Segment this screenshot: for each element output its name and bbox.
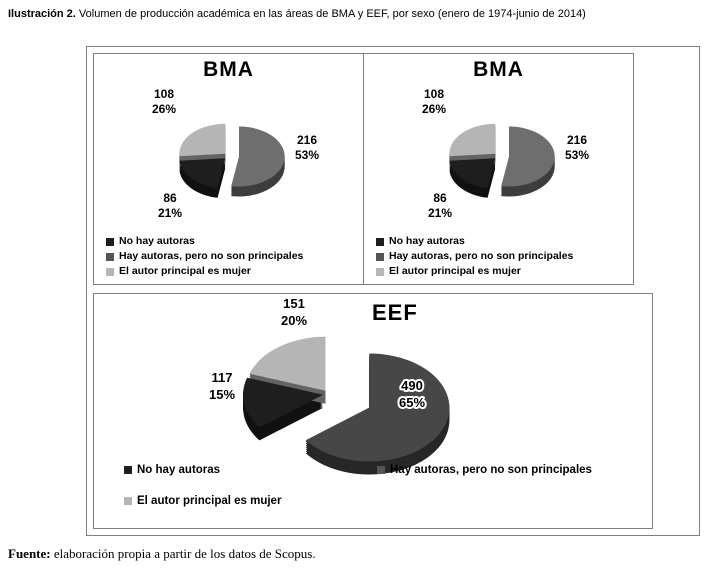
legend-label: El autor principal es mujer xyxy=(137,495,282,507)
legend-item: Hay autoras, pero no son principales xyxy=(377,464,592,476)
legend-label: El autor principal es mujer xyxy=(119,265,251,277)
svg-text:15%: 15% xyxy=(209,387,235,402)
svg-text:53%: 53% xyxy=(565,148,589,162)
svg-text:216: 216 xyxy=(567,133,587,147)
figure-caption-label: Ilustración 2. xyxy=(8,8,76,20)
legend-item: No hay autoras xyxy=(124,464,220,476)
chart-legend: No hay autoras Hay autoras, pero no son … xyxy=(376,234,633,279)
legend-item: Hay autoras, pero no son principales xyxy=(376,249,633,264)
legend-label: Hay autoras, pero no son principales xyxy=(390,464,592,476)
chart-title-eef: EEF xyxy=(372,300,418,325)
svg-text:26%: 26% xyxy=(422,102,446,116)
chart-panel-eef: 490 65% 117 15% 151 20% EEF No hay autoras Ha… xyxy=(93,293,653,529)
svg-text:108: 108 xyxy=(154,87,174,101)
legend-item: Hay autoras, pero no son principales xyxy=(106,249,363,264)
legend-label: No hay autoras xyxy=(119,235,195,247)
pie-chart-bma-left: 216 53% 86 21% 108 26% xyxy=(94,82,363,232)
legend-swatch-dark xyxy=(106,237,114,246)
svg-text:20%: 20% xyxy=(281,313,307,328)
pie-chart-eef: 490 65% 117 15% 151 20% xyxy=(94,294,652,528)
chart-legend: No hay autoras Hay autoras, pero no son … xyxy=(106,234,363,279)
svg-text:53%: 53% xyxy=(295,148,319,162)
top-row: BMA 216 53% 86 21% 108 26% No hay autoras Hay… xyxy=(93,53,693,285)
chart-title-bma-left: BMA xyxy=(203,58,254,81)
svg-text:86: 86 xyxy=(163,191,177,205)
svg-text:151: 151 xyxy=(283,296,305,311)
svg-text:21%: 21% xyxy=(428,206,452,220)
svg-text:490: 490 xyxy=(401,378,423,393)
legend-item: No hay autoras xyxy=(106,234,363,249)
figure-caption: Ilustración 2. Volumen de producción aca… xyxy=(8,8,725,20)
svg-text:117: 117 xyxy=(212,370,233,385)
svg-text:108: 108 xyxy=(424,87,444,101)
svg-text:26%: 26% xyxy=(152,102,176,116)
pie-chart-bma-right: 216 53% 86 21% 108 26% xyxy=(364,82,633,232)
legend-item: No hay autoras xyxy=(376,234,633,249)
legend-label: No hay autoras xyxy=(137,464,221,476)
legend-label: El autor principal es mujer xyxy=(389,265,521,277)
source-label: Fuente: xyxy=(8,546,51,561)
legend-swatch-medium xyxy=(376,252,384,261)
chart-panel-bma-left: BMA 216 53% 86 21% 108 26% No hay autoras Hay… xyxy=(93,53,364,285)
svg-text:216: 216 xyxy=(297,133,317,147)
legend-item: El autor principal es mujer xyxy=(124,495,281,507)
svg-text:21%: 21% xyxy=(158,206,182,220)
svg-text:86: 86 xyxy=(433,191,447,205)
legend-swatch-light xyxy=(124,497,132,505)
legend-swatch-light xyxy=(106,267,114,276)
legend-label: Hay autoras, pero no son principales xyxy=(389,250,574,262)
legend-swatch-dark xyxy=(376,237,384,246)
legend-swatch-medium xyxy=(106,252,114,261)
legend-label: No hay autoras xyxy=(389,235,465,247)
figure-caption-text: Volumen de producción académica en las á… xyxy=(78,8,586,20)
figure-frame: BMA 216 53% 86 21% 108 26% No hay autoras Hay… xyxy=(86,46,700,536)
legend-swatch-light xyxy=(376,267,384,276)
chart-panel-bma-right: BMA 216 53% 86 21% 108 26% No hay autoras Hay… xyxy=(363,53,634,285)
source-note: Fuente: elaboración propia a partir de l… xyxy=(8,546,725,562)
chart-title-bma-right: BMA xyxy=(473,58,524,81)
legend-item: El autor principal es mujer xyxy=(106,264,363,279)
legend-item: El autor principal es mujer xyxy=(376,264,633,279)
legend-swatch-dark xyxy=(124,466,132,474)
legend-swatch-medium xyxy=(377,466,385,474)
svg-text:65%: 65% xyxy=(399,395,425,410)
source-text: elaboración propia a partir de los datos… xyxy=(53,546,316,561)
legend-label: Hay autoras, pero no son principales xyxy=(119,250,304,262)
